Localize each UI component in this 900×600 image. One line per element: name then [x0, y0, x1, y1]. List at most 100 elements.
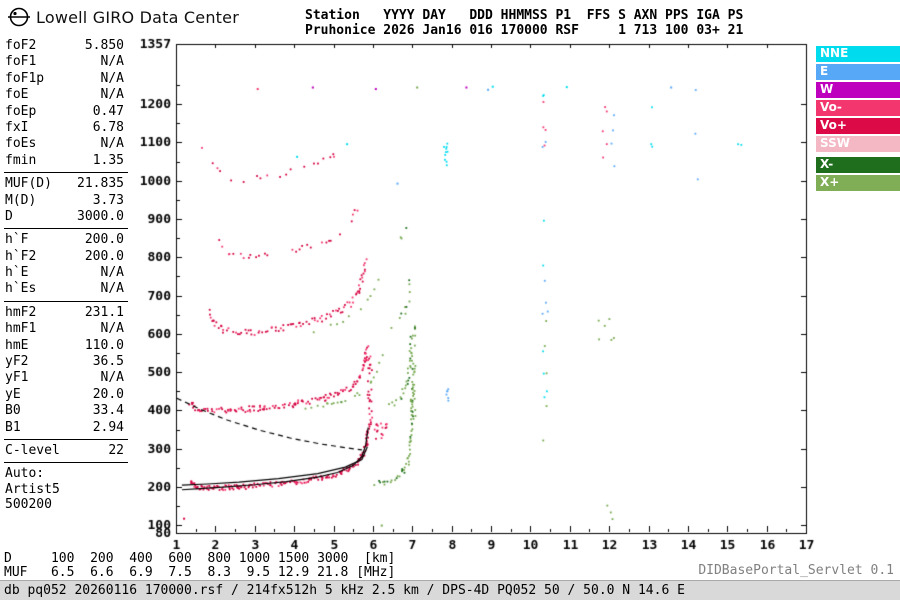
param-value: 21.835: [77, 176, 124, 192]
giro-logo: Lowell GIRO Data Center: [8, 6, 239, 28]
ionogram-plot[interactable]: [130, 36, 830, 560]
autoscaling-line: Auto:: [5, 466, 45, 482]
param-label: fxI: [5, 119, 29, 135]
param-row-fof1: foF1 N/A: [2, 54, 130, 70]
param-label: h`F2: [5, 248, 37, 264]
autoscaling-line: 500200: [5, 497, 52, 513]
param-separator: [4, 300, 128, 302]
param-row-h-f2: h`F2 200.0: [2, 249, 130, 265]
param-value: 200.0: [84, 248, 124, 264]
param-label: hmF1: [5, 321, 37, 337]
param-row-fof1p: foF1p N/A: [2, 71, 130, 87]
param-value: 33.4: [92, 403, 124, 419]
param-label: foEp: [5, 103, 37, 119]
param-value: 0.47: [92, 103, 124, 119]
param-label: h`F: [5, 232, 29, 248]
trace-legend: NNE E W Vo- Vo+ SSW X- X+: [816, 46, 900, 193]
param-label: hmE: [5, 337, 29, 353]
param-row-m-d-: M(D) 3.73: [2, 193, 130, 209]
legend-item-w: W: [816, 82, 900, 98]
param-value: N/A: [100, 370, 124, 386]
legend-item-vo: Vo-: [816, 100, 900, 116]
param-label: yE: [5, 386, 21, 402]
param-label: B0: [5, 403, 21, 419]
param-label: foE: [5, 87, 29, 103]
param-label: foF1p: [5, 70, 45, 86]
param-label: foF2: [5, 38, 37, 53]
legend-item-ssw: SSW: [816, 136, 900, 152]
legend-item-e: E: [816, 64, 900, 80]
param-value: 2.94: [92, 419, 124, 435]
param-label: fmin: [5, 152, 37, 168]
param-row-yf1: yF1 N/A: [2, 370, 130, 386]
status-bar: db pq052 20260116 170000.rsf / 214fx512h…: [0, 580, 900, 600]
param-separator: [4, 228, 128, 230]
param-row-c-level: C-level 22: [2, 443, 130, 459]
param-row-b1: B1 2.94: [2, 420, 130, 436]
param-value: N/A: [100, 321, 124, 337]
param-row-fof2: foF2 5.850: [2, 38, 130, 54]
param-row-hmf2: hmF2 231.1: [2, 305, 130, 321]
param-value: 22: [108, 442, 124, 458]
param-value: 36.5: [92, 354, 124, 370]
param-row-h-es: h`Es N/A: [2, 281, 130, 297]
param-label: foF1: [5, 54, 37, 70]
legend-item-x: X+: [816, 175, 900, 191]
param-row-b0: B0 33.4: [2, 403, 130, 419]
param-separator: [4, 438, 128, 440]
d-row: D 100 200 400 600 800 1000 1500 3000 [km…: [4, 551, 396, 566]
param-value: 1.35: [92, 152, 124, 168]
param-row-fxi: fxI 6.78: [2, 120, 130, 136]
param-row-foe: foE N/A: [2, 87, 130, 103]
param-row-h-e: h`E N/A: [2, 265, 130, 281]
param-label: foEs: [5, 136, 37, 152]
param-label: yF1: [5, 370, 29, 386]
param-value: 20.0: [92, 386, 124, 402]
param-row-foep: foEp 0.47: [2, 104, 130, 120]
param-value: N/A: [100, 70, 124, 86]
param-separator: [4, 172, 128, 174]
giro-logo-icon: [8, 7, 30, 27]
param-value: N/A: [100, 54, 124, 70]
status-text: db pq052 20260116 170000.rsf / 214fx512h…: [4, 583, 685, 598]
param-value: N/A: [100, 281, 124, 297]
station-header-values: Pruhonice 2026 Jan16 016 170000 RSF 1 71…: [305, 23, 744, 38]
param-separator: [4, 462, 128, 464]
param-value: 3.73: [92, 192, 124, 208]
legend-item-nne: NNE: [816, 46, 900, 62]
param-label: M(D): [5, 192, 37, 208]
param-row-yf2: yF2 36.5: [2, 354, 130, 370]
param-value: 231.1: [84, 304, 124, 320]
d-muf-table: D 100 200 400 600 800 1000 1500 3000 [km…: [4, 552, 395, 579]
param-label: MUF(D): [5, 176, 52, 192]
parameter-panel: foF2 5.850 foF1 N/A foF1p N/A foE N/A foEp 0.47 fx…: [2, 38, 130, 513]
param-label: B1: [5, 419, 21, 435]
param-value: 3000.0: [77, 208, 124, 224]
param-value: 200.0: [84, 232, 124, 248]
param-value: 110.0: [84, 337, 124, 353]
param-row-foes: foEs N/A: [2, 136, 130, 152]
param-row-d: D 3000.0: [2, 209, 130, 225]
param-row-fmin: fmin 1.35: [2, 153, 130, 169]
legend-item-x: X-: [816, 157, 900, 173]
param-label: h`E: [5, 265, 29, 281]
param-label: h`Es: [5, 281, 37, 297]
param-row-hme: hmE 110.0: [2, 338, 130, 354]
param-value: N/A: [100, 87, 124, 103]
param-label: C-level: [5, 442, 60, 458]
param-label: hmF2: [5, 304, 37, 320]
param-value: N/A: [100, 136, 124, 152]
station-header-labels: Station YYYY DAY DDD HHMMSS P1 FFS S AXN…: [305, 8, 744, 23]
param-value: N/A: [100, 265, 124, 281]
param-row-ye: yE 20.0: [2, 387, 130, 403]
legend-item-vo: Vo+: [816, 118, 900, 134]
param-row-muf-d-: MUF(D) 21.835: [2, 176, 130, 192]
param-row-h-f: h`F 200.0: [2, 232, 130, 248]
muf-row: MUF 6.5 6.6 6.9 7.5 8.3 9.5 12.9 21.8 [M…: [4, 564, 396, 580]
param-value: 6.78: [92, 119, 124, 135]
param-label: D: [5, 208, 13, 224]
param-row-hmf1: hmF1 N/A: [2, 321, 130, 337]
autoscaling-line: Artist5: [5, 481, 60, 497]
param-label: yF2: [5, 354, 29, 370]
servlet-version-label: DIDBasePortal_Servlet 0.1: [698, 563, 894, 578]
